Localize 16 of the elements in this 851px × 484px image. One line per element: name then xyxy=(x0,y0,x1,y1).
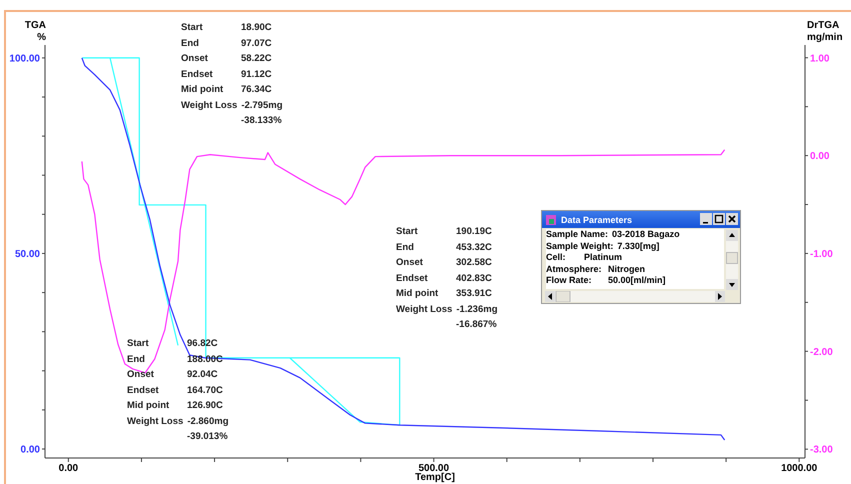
x-axis-title: Temp[C] xyxy=(414,472,456,483)
y-axis-title: TGA % xyxy=(24,20,46,44)
y2-tick-label: 0.00 xyxy=(810,151,830,162)
dialog-window: Data Parameters Sample Name: 03-2018 Bagazo Sample Weight: 7.330[mg] Cell: Platinum Atmosphere: Nitrogen Flow Rate: 50.00[ml/min] xyxy=(541,210,741,304)
y2-tick-label: -1.00 xyxy=(810,249,834,260)
y-tick-label: 100.00 xyxy=(9,53,40,64)
x-tick-label: 1000.00 xyxy=(781,463,818,474)
y2-tick-label: -3.00 xyxy=(810,444,834,456)
y-tick-label: 0.00 xyxy=(20,444,40,456)
text: Start 190.19C End 453.32C Onset 302.58C Endset 402.83C Mid point 353.91C Weight Loss -1.236mg -16.867% xyxy=(396,226,498,330)
text: Start 18.90C End 97.07C Onset 58.22C Endset 91.12C Mid point 76.34C Weight Loss -2.795mg -38.133% xyxy=(181,22,282,126)
y2-tick-label: -2.00 xyxy=(810,346,834,358)
x-tick-label: 0.00 xyxy=(58,463,79,474)
y-tick-label: 50.00 xyxy=(14,249,40,260)
y2-axis-title: DrTGA mg/min xyxy=(807,20,843,44)
y2-tick-label: 1.00 xyxy=(810,53,830,64)
